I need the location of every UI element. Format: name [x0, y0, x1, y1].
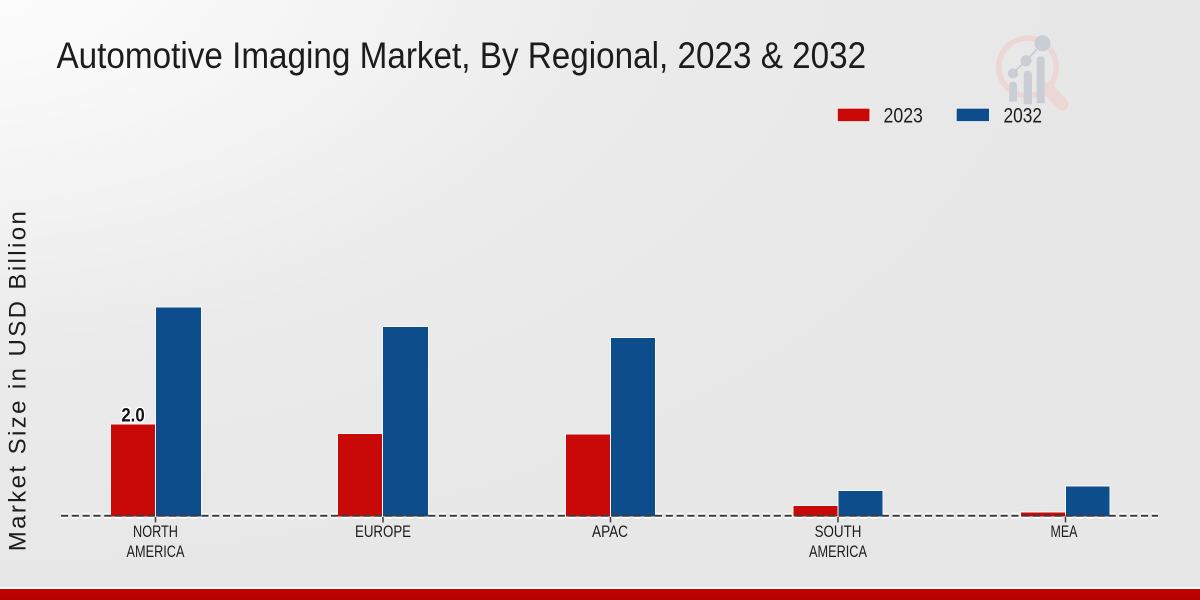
svg-text:2.0: 2.0	[121, 404, 144, 425]
svg-text:EUROPE: EUROPE	[355, 523, 411, 542]
svg-text:NORTH: NORTH	[133, 524, 178, 542]
svg-text:SOUTH: SOUTH	[815, 523, 862, 542]
svg-text:AMERICA: AMERICA	[127, 544, 185, 562]
svg-text:APAC: APAC	[592, 523, 628, 542]
svg-text:Market Size in USD Billion: Market Size in USD Billion	[5, 209, 32, 552]
svg-text:Automotive Imaging Market, By: Automotive Imaging Market, By Regional, …	[57, 35, 867, 76]
svg-text:AMERICA: AMERICA	[809, 544, 867, 562]
svg-text:2032: 2032	[1004, 104, 1042, 128]
svg-text:MEA: MEA	[1051, 523, 1078, 541]
svg-text:2023: 2023	[884, 104, 923, 128]
